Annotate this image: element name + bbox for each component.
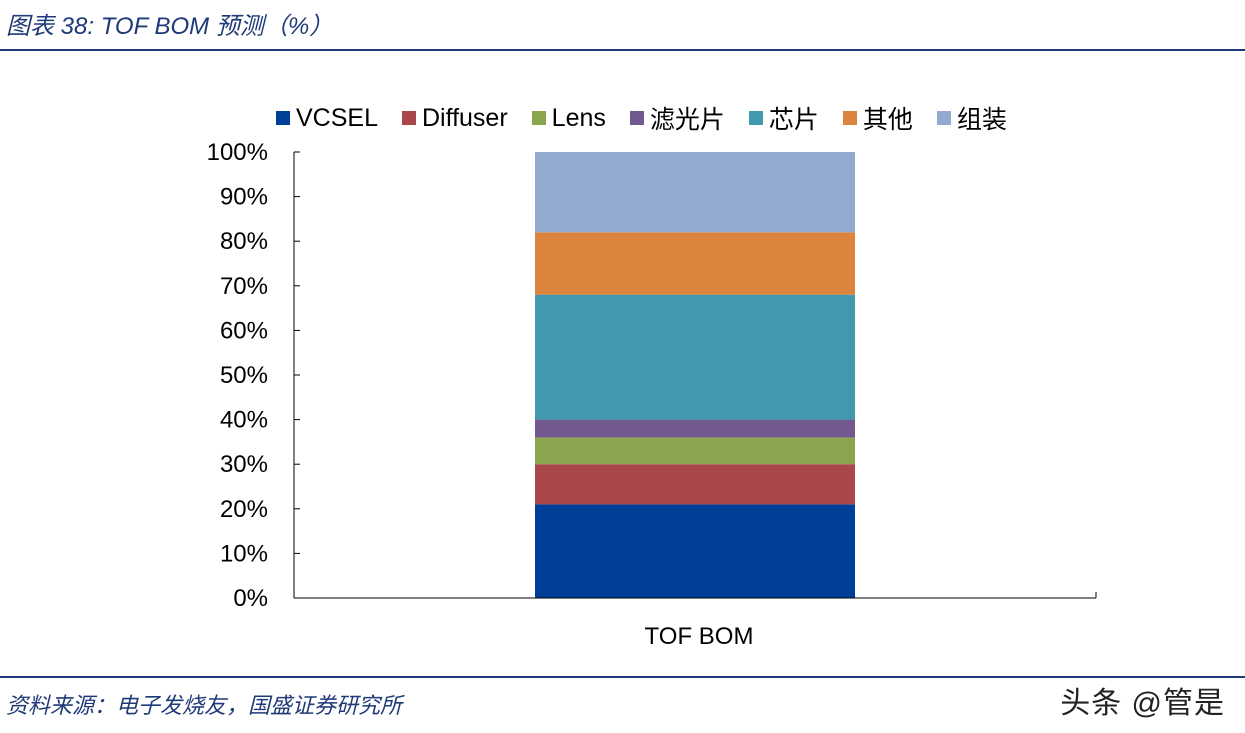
- legend-swatch: [629, 111, 644, 125]
- y-tick-label: 80%: [220, 228, 268, 255]
- legend-swatch: [936, 111, 951, 125]
- legend-swatch: [531, 111, 546, 125]
- legend-label: 组装: [956, 106, 1007, 134]
- y-tick-label: 20%: [220, 496, 268, 523]
- y-tick-label: 50%: [220, 362, 268, 389]
- y-tick-label: 0%: [233, 585, 268, 612]
- legend-swatch: [276, 111, 290, 125]
- legend-label: 芯片: [768, 106, 819, 134]
- bar-segment-3: [535, 437, 855, 465]
- legend-label: VCSEL: [296, 103, 378, 132]
- chart-legend: VCSEL Diffuser Lens 滤光片 芯片 其他 组装: [276, 100, 1031, 136]
- source-note: 资料来源：电子发烧友，国盛证券研究所: [6, 693, 403, 718]
- legend-item: Diffuser: [401, 103, 508, 133]
- y-tick-label: 10%: [220, 540, 268, 567]
- figure-title: 图表 38: TOF BOM 预测（%）: [6, 13, 334, 40]
- bar-segment-6: [535, 232, 855, 295]
- legend-swatch: [401, 111, 416, 125]
- y-tick-label: 60%: [220, 317, 268, 344]
- legend-item: 组装: [936, 100, 1007, 136]
- y-tick-label: 30%: [220, 451, 268, 478]
- bar-segment-1: [535, 504, 855, 598]
- bar-segment-5: [535, 294, 855, 420]
- legend-label: 其他: [862, 106, 913, 134]
- y-tick-label: 40%: [220, 407, 268, 434]
- bar-segment-7: [535, 152, 855, 233]
- legend-swatch: [748, 111, 763, 125]
- bar-segment-2: [535, 464, 855, 505]
- footer-rule: [0, 676, 1245, 678]
- y-tick-label: 100%: [207, 139, 268, 166]
- legend-item: VCSEL: [276, 104, 378, 133]
- legend-swatch: [842, 111, 857, 125]
- y-tick-label: 70%: [220, 273, 268, 300]
- y-tick-label: 90%: [220, 184, 268, 211]
- header-rule: [0, 49, 1245, 51]
- legend-item: 芯片: [748, 100, 819, 136]
- legend-label: 滤光片: [649, 106, 725, 134]
- legend-item: 滤光片: [629, 100, 725, 136]
- bar-segment-4: [535, 419, 855, 438]
- legend-item: Lens: [531, 103, 606, 133]
- legend-label: Diffuser: [421, 103, 508, 132]
- watermark: 头条 @管是: [1060, 687, 1225, 720]
- legend-label: Lens: [551, 103, 606, 132]
- legend-item: 其他: [842, 100, 913, 136]
- x-category-label: TOF BOM: [645, 623, 754, 650]
